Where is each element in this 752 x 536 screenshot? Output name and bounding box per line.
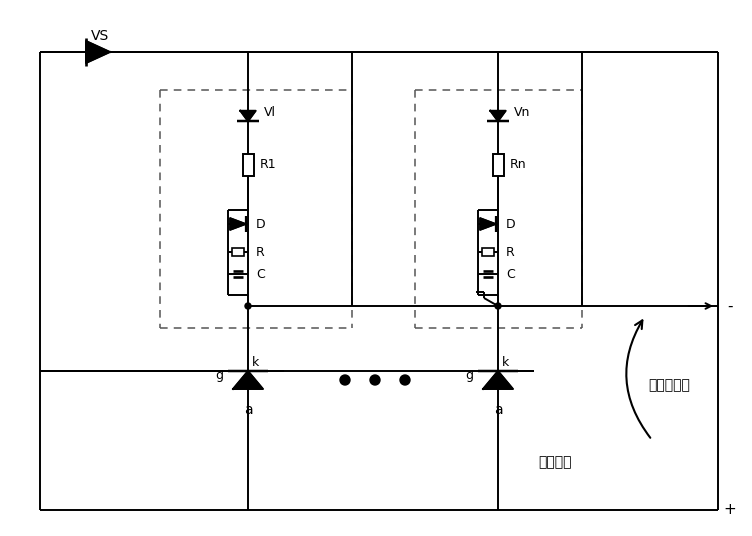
Text: k: k (252, 356, 259, 369)
Text: R: R (256, 245, 265, 258)
Text: g: g (215, 369, 223, 383)
Text: Rn: Rn (510, 159, 526, 172)
Polygon shape (483, 371, 513, 389)
Text: Vn: Vn (514, 106, 530, 118)
Polygon shape (480, 218, 496, 230)
Polygon shape (241, 111, 256, 121)
Circle shape (340, 375, 350, 385)
Bar (242, 154, 253, 176)
Bar (232, 248, 244, 256)
Text: g: g (465, 369, 473, 383)
Text: +: + (723, 503, 736, 517)
Polygon shape (230, 218, 246, 230)
Text: 正向过电压: 正向过电压 (648, 378, 690, 392)
Text: R1: R1 (260, 159, 277, 172)
Polygon shape (86, 41, 110, 63)
Polygon shape (490, 111, 505, 121)
Text: -: - (727, 299, 732, 314)
Text: Vl: Vl (264, 106, 276, 118)
Text: 触发电流: 触发电流 (538, 455, 572, 469)
Text: D: D (506, 218, 516, 230)
Text: a: a (244, 403, 253, 417)
Text: k: k (502, 356, 509, 369)
Circle shape (495, 303, 501, 309)
Text: C: C (506, 267, 515, 280)
Text: a: a (493, 403, 502, 417)
Text: C: C (256, 267, 265, 280)
Polygon shape (233, 371, 263, 389)
Text: R: R (506, 245, 515, 258)
Bar (482, 248, 494, 256)
Circle shape (400, 375, 410, 385)
Circle shape (370, 375, 380, 385)
Text: VS: VS (91, 29, 109, 43)
Text: D: D (256, 218, 265, 230)
Bar (493, 154, 504, 176)
Circle shape (245, 303, 251, 309)
